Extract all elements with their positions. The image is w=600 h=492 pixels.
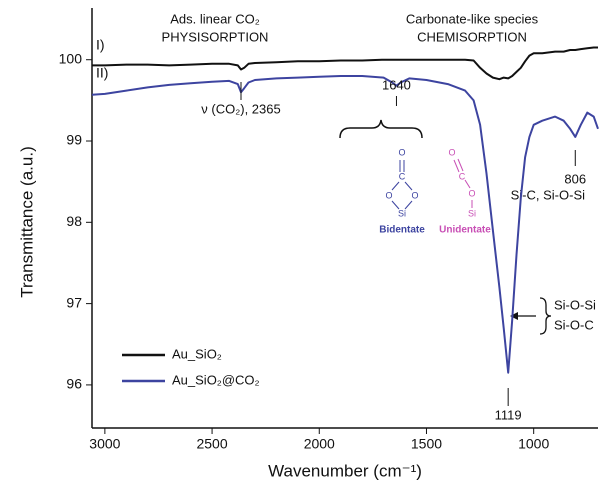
band-label: Si-O-Si (554, 297, 596, 312)
atom: O (448, 147, 455, 157)
atom: C (399, 171, 406, 181)
peak-label: 1640 (382, 77, 411, 92)
y-axis-title: Transmittance (a.u.) (17, 146, 36, 297)
x-tick-label: 2000 (304, 436, 335, 452)
legend-label: Au_SiO₂@CO₂ (172, 372, 260, 387)
x-axis-title: Wavenumber (cm⁻¹) (268, 461, 422, 480)
structure-name: Bidentate (379, 225, 425, 236)
y-tick-label: 97 (66, 294, 82, 310)
x-tick-label: 1000 (518, 436, 549, 452)
band-label: Si-O-C (554, 317, 594, 332)
spectrum-line (92, 46, 598, 81)
brace (539, 297, 552, 335)
atom: O (385, 190, 392, 200)
atom: O (468, 188, 475, 198)
unidentate-structure: O C O Si Unidentate (439, 147, 491, 235)
x-tick-label: 3000 (89, 436, 120, 452)
curve-label: I) (96, 37, 105, 53)
peak-label: 806 (564, 171, 586, 186)
x-tick-label: 2500 (196, 436, 227, 452)
peak-label: 1119 (495, 407, 522, 422)
y-tick-label: 99 (66, 132, 82, 148)
region-subtitle: PHYSISORPTION (162, 29, 269, 44)
x-tick-label: 1500 (411, 436, 442, 452)
y-tick-label: 96 (66, 376, 82, 392)
y-tick-label: 100 (59, 50, 83, 66)
spectrum-line (91, 75, 599, 374)
region-title: Carbonate-like species (406, 11, 539, 26)
peak-label: ν (CO₂), 2365 (201, 101, 280, 116)
atom: C (459, 171, 466, 181)
atom: O (398, 147, 405, 157)
curve-label: II) (96, 65, 108, 81)
legend-label: Au_SiO₂ (172, 346, 222, 361)
arrow-head (510, 312, 518, 320)
atom: O (411, 190, 418, 200)
peak-note: Si-C, Si-O-Si (511, 187, 586, 202)
region-title: Ads. linear CO₂ (170, 11, 260, 26)
brace (339, 119, 423, 139)
atom: Si (398, 208, 406, 218)
structure-name: Unidentate (439, 225, 491, 236)
y-tick-label: 98 (66, 213, 82, 229)
atom: Si (468, 208, 476, 218)
region-subtitle: CHEMISORPTION (417, 29, 527, 44)
bidentate-structure: O C O O Si Bidentate (379, 147, 425, 235)
